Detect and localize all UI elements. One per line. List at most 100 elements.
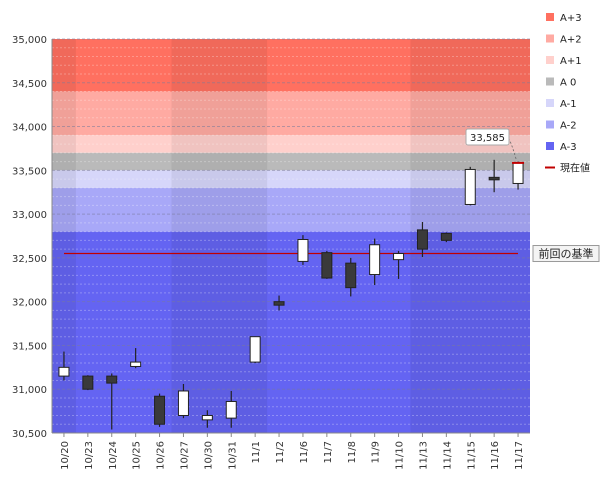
candle-11/6 xyxy=(297,235,309,265)
x-tick-label: 11/1 xyxy=(251,441,262,463)
x-tick-label: 11/7 xyxy=(323,441,334,463)
x-tick-label: 11/9 xyxy=(371,441,382,463)
legend-item-4: A-1 xyxy=(546,99,577,110)
candle-10/20 xyxy=(58,351,70,381)
legend-item-6: A-3 xyxy=(546,142,577,153)
candle-body xyxy=(416,229,428,250)
x-tick-label: 11/14 xyxy=(442,441,453,470)
legend-swatch xyxy=(546,99,554,107)
candle-10/25 xyxy=(130,348,142,369)
band-Aminus2 xyxy=(52,187,530,232)
legend: A+3 A+2 A+1 A 0 A-1 A-2 A-3 現在値 xyxy=(545,13,590,175)
candle-body xyxy=(82,375,94,390)
legend-item-2: A+1 xyxy=(546,56,582,67)
x-tick-label: 11/8 xyxy=(347,441,358,463)
y-tick-label: 31,500 xyxy=(12,341,47,352)
legend-label: A-2 xyxy=(560,121,577,132)
legend-label: A-3 xyxy=(560,142,577,153)
candle-body xyxy=(488,176,500,181)
current-value-callout: 33,585 xyxy=(465,128,525,164)
candle-body xyxy=(512,162,524,184)
y-tick-label: 32,500 xyxy=(12,254,47,265)
candle-body xyxy=(440,232,452,241)
y-tick-label: 34,500 xyxy=(12,79,47,90)
candle-body xyxy=(130,361,142,367)
reference-line-group: 前回の基準 xyxy=(64,245,600,263)
candle-body xyxy=(273,301,285,306)
reference-label: 前回の基準 xyxy=(539,247,594,261)
candle-body xyxy=(58,366,70,377)
band-Aminus1 xyxy=(52,170,530,188)
candle-11/13 xyxy=(416,221,428,258)
band-A0 xyxy=(52,152,530,171)
candle-10/31 xyxy=(225,390,237,428)
candle-11/15 xyxy=(464,166,476,206)
candle-body xyxy=(297,239,309,262)
candle-11/14 xyxy=(440,232,452,243)
candle-body xyxy=(464,168,476,205)
y-tick-label: 30,500 xyxy=(12,429,47,440)
week-shade-0 xyxy=(52,39,76,433)
candle-11/8 xyxy=(345,257,357,297)
candle-11/9 xyxy=(369,238,381,286)
band-Aplus3 xyxy=(52,39,530,92)
x-tick-label: 11/10 xyxy=(395,441,406,470)
candle-11/1 xyxy=(249,336,261,363)
legend-swatch xyxy=(546,120,554,129)
candle-body xyxy=(201,414,213,421)
candle-10/26 xyxy=(154,393,166,427)
callout-leader xyxy=(508,138,517,160)
candle-body xyxy=(106,375,118,384)
legend-label: A+2 xyxy=(560,35,582,46)
candle-10/27 xyxy=(177,383,189,419)
legend-label: A 0 xyxy=(560,78,576,89)
legend-swatch xyxy=(546,13,554,21)
y-tick-label: 34,000 xyxy=(12,123,47,134)
week-shade-1 xyxy=(171,39,268,433)
y-tick-label: 33,000 xyxy=(12,210,47,221)
candles xyxy=(58,159,524,430)
band-Aminus3 xyxy=(52,231,530,433)
x-tick-label: 11/17 xyxy=(514,441,525,470)
current-value-label: 33,585 xyxy=(470,133,505,144)
candle-10/23 xyxy=(82,375,94,391)
week-shade-2 xyxy=(410,39,530,433)
candle-body xyxy=(249,336,261,363)
legend-item-0: A+3 xyxy=(546,13,582,24)
y-tick-label: 31,000 xyxy=(12,385,47,396)
y-tick-label: 32,000 xyxy=(12,298,47,309)
x-tick-label: 11/15 xyxy=(466,441,477,470)
x-tick-label: 10/24 xyxy=(108,441,119,470)
price-bands xyxy=(52,39,530,433)
band-Aplus1 xyxy=(52,135,530,153)
legend-item-1: A+2 xyxy=(546,34,582,46)
legend-swatch xyxy=(546,77,554,86)
legend-item-7: 現在値 xyxy=(545,162,590,175)
candle-body xyxy=(225,400,237,419)
legend-swatch xyxy=(546,34,554,43)
candle-body xyxy=(345,262,357,289)
legend-label: A+3 xyxy=(560,13,582,24)
legend-item-3: A 0 xyxy=(546,77,576,89)
candle-body xyxy=(369,244,381,276)
candle-11/16 xyxy=(488,159,500,193)
candle-11/10 xyxy=(393,250,405,279)
y-tick-label: 35,000 xyxy=(12,35,47,46)
candle-11/7 xyxy=(321,250,333,279)
candle-11/2 xyxy=(273,295,285,311)
legend-label: A+1 xyxy=(560,56,582,67)
reference-label-box xyxy=(532,245,600,263)
candle-10/30 xyxy=(201,410,213,428)
x-tick-label: 10/31 xyxy=(227,441,238,470)
band-Aplus2 xyxy=(52,91,530,136)
candle-body xyxy=(393,253,405,261)
x-tick-label: 11/2 xyxy=(275,441,286,463)
candle-body xyxy=(321,252,333,279)
x-tick-label: 10/20 xyxy=(60,441,71,470)
x-tick-label: 11/16 xyxy=(490,441,501,470)
week-shading xyxy=(52,39,530,433)
x-tick-label: 10/25 xyxy=(132,441,143,470)
x-tick-label: 10/27 xyxy=(179,441,190,470)
callout-box xyxy=(465,128,510,146)
